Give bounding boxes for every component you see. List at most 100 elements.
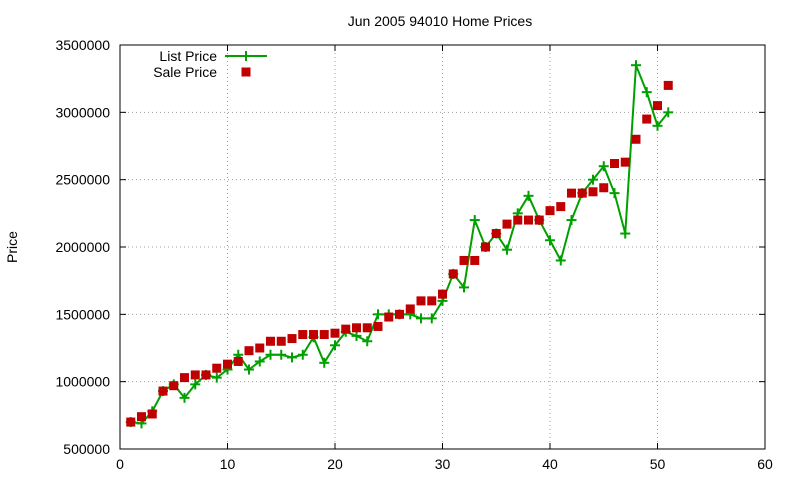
sale-price-point — [244, 346, 254, 356]
sale-price-point — [169, 381, 179, 391]
sale-price-point — [567, 188, 576, 198]
sale-price-point — [513, 215, 523, 225]
sale-price-point — [190, 370, 200, 380]
sale-price-point — [577, 188, 587, 198]
sale-price-point — [416, 296, 426, 306]
list-price-point — [523, 190, 534, 201]
y-axis-label: Price — [4, 231, 20, 263]
sale-price-point — [212, 363, 222, 373]
sale-price-point — [588, 187, 598, 197]
list-price-point — [652, 120, 663, 131]
sale-price-point — [298, 330, 308, 340]
sale-price-point — [438, 289, 447, 299]
list-price-point — [373, 309, 383, 320]
chart-title: Jun 2005 94010 Home Prices — [348, 13, 532, 29]
sale-price-point — [631, 134, 641, 144]
sale-price-point — [373, 321, 383, 331]
sale-price-point — [287, 334, 297, 344]
sale-price-point — [502, 219, 512, 229]
sale-price-point — [481, 242, 490, 252]
y-tick-label: 1500000 — [55, 306, 110, 322]
x-tick-label: 0 — [116, 456, 124, 472]
x-tick-label: 30 — [435, 456, 451, 472]
sale-price-point — [545, 206, 555, 216]
list-price-point — [609, 188, 620, 199]
list-price-point — [330, 340, 340, 351]
sale-price-point — [255, 343, 265, 353]
list-price-point — [426, 313, 437, 324]
list-price-point — [362, 336, 373, 347]
list-price-point — [211, 372, 222, 383]
list-price-point — [545, 235, 555, 246]
sale-price-point — [137, 412, 146, 422]
list-price-point — [555, 255, 566, 266]
y-tick-label: 500000 — [63, 441, 110, 457]
plot-area — [125, 60, 674, 429]
sale-price-point — [534, 215, 544, 225]
legend-plus-marker — [241, 51, 251, 61]
x-tick-label: 20 — [327, 456, 343, 472]
sale-price-point — [395, 309, 404, 319]
list-price-point — [254, 356, 265, 367]
list-price-point — [319, 357, 330, 368]
list-price-point — [631, 60, 641, 71]
sale-price-point — [448, 269, 458, 279]
x-tick-label: 60 — [757, 456, 773, 472]
sale-price-point — [384, 312, 394, 322]
sale-price-point — [610, 159, 619, 169]
sale-price-point — [491, 229, 501, 239]
grid — [120, 45, 765, 449]
list-price-point — [641, 87, 652, 98]
list-price-point — [502, 244, 512, 255]
legend-label: List Price — [159, 48, 217, 64]
y-tick-label: 3000000 — [55, 104, 110, 120]
sale-price-point — [642, 114, 652, 124]
sale-price-point — [309, 330, 318, 340]
sale-price-point — [223, 359, 232, 369]
y-tick-label: 3500000 — [55, 37, 110, 53]
y-tick-label: 2000000 — [55, 239, 110, 255]
sale-price-point — [330, 328, 340, 338]
sale-price-point — [653, 101, 662, 111]
list-price-point — [588, 174, 598, 185]
list-price-point — [276, 349, 287, 360]
sale-price-point — [180, 373, 189, 383]
sale-price-point — [427, 296, 437, 306]
sale-price-point — [459, 255, 469, 265]
plot-frame — [119, 44, 766, 450]
list-price-point — [566, 215, 577, 226]
sale-price-point — [470, 255, 480, 265]
list-price-point — [297, 349, 308, 360]
sale-price-point — [352, 323, 361, 333]
legend-label: Sale Price — [153, 64, 217, 80]
sale-price-point — [276, 336, 286, 346]
sale-price-point — [319, 330, 329, 340]
sale-price-point — [126, 417, 136, 427]
y-tick-label: 1000000 — [55, 374, 110, 390]
list-price-point — [244, 364, 254, 375]
list-price-point — [598, 161, 609, 172]
sale-price-point — [599, 183, 609, 193]
ticks: 0 10 20 30 40 50 60 500000 1000000 1500000 2000000… — [55, 37, 773, 472]
sale-price-point — [158, 386, 168, 396]
list-price-point — [190, 379, 201, 390]
legend-square-marker — [241, 67, 251, 77]
sale-price-point — [663, 80, 673, 90]
sale-price-point — [362, 323, 372, 333]
sale-price-point — [620, 157, 630, 167]
x-tick-label: 50 — [650, 456, 666, 472]
sale-price-point — [201, 370, 211, 380]
sale-price-point — [341, 324, 351, 334]
list-price-point — [179, 392, 190, 403]
list-price-point — [265, 349, 276, 360]
sale-price-point — [266, 336, 275, 346]
list-price-point — [663, 107, 674, 118]
sale-price-point — [233, 356, 243, 366]
sale-price-point — [524, 215, 533, 225]
list-price-point — [287, 352, 297, 363]
x-tick-label: 40 — [542, 456, 558, 472]
list-price-line — [130, 64, 670, 425]
sale-price-point — [147, 409, 157, 419]
